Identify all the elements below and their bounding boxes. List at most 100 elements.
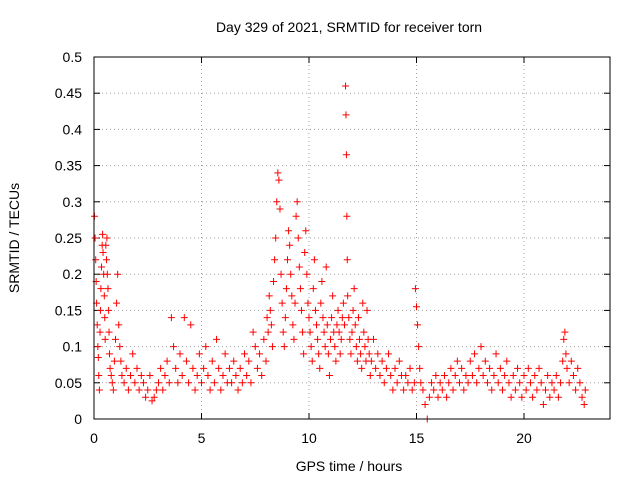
data-point <box>113 299 121 307</box>
y-axis-label: SRMTID / TECUs <box>6 183 22 293</box>
data-point <box>267 321 275 329</box>
data-point <box>460 386 468 394</box>
data-point <box>348 328 356 336</box>
data-point <box>496 364 504 372</box>
data-point <box>533 386 541 394</box>
data-point <box>325 372 333 380</box>
data-point <box>276 205 284 213</box>
data-point <box>507 393 515 401</box>
data-point <box>462 372 470 380</box>
data-point <box>410 379 418 387</box>
data-point <box>492 350 500 358</box>
data-point <box>451 372 459 380</box>
data-point <box>408 386 416 394</box>
data-point <box>268 343 276 351</box>
y-tick-label: 0.25 <box>55 230 82 246</box>
data-point <box>389 386 397 394</box>
data-point <box>335 328 343 336</box>
x-tick-label: 15 <box>409 430 425 446</box>
data-point <box>191 386 199 394</box>
data-point <box>105 328 113 336</box>
data-point <box>289 321 297 329</box>
data-point <box>152 386 160 394</box>
y-tick-label: 0.4 <box>63 121 83 137</box>
data-point <box>520 372 528 380</box>
data-point <box>310 256 318 264</box>
data-point <box>115 321 123 329</box>
data-point <box>372 364 380 372</box>
data-point <box>382 364 390 372</box>
data-point <box>546 393 554 401</box>
data-point <box>434 393 442 401</box>
data-point <box>122 364 130 372</box>
data-point <box>176 350 184 358</box>
data-point <box>414 321 422 329</box>
data-point <box>208 357 216 365</box>
data-point <box>118 372 126 380</box>
data-point <box>185 379 193 387</box>
data-point <box>92 256 100 264</box>
data-point <box>334 306 342 314</box>
data-point <box>167 314 175 322</box>
data-point <box>319 314 327 322</box>
data-point <box>343 212 351 220</box>
data-point <box>105 306 113 314</box>
data-point <box>309 285 317 293</box>
data-point <box>249 328 257 336</box>
data-point <box>440 372 448 380</box>
data-point <box>338 314 346 322</box>
data-point <box>395 357 403 365</box>
data-point <box>182 357 190 365</box>
data-point <box>428 379 436 387</box>
data-point <box>376 372 384 380</box>
data-point <box>445 379 453 387</box>
data-point <box>117 357 125 365</box>
data-point <box>300 350 308 358</box>
data-point <box>112 335 119 343</box>
data-point <box>486 364 494 372</box>
data-point <box>103 270 111 278</box>
data-point <box>108 379 116 387</box>
data-point <box>193 372 201 380</box>
data-point <box>320 328 328 336</box>
data-point <box>562 350 570 358</box>
data-point <box>572 386 580 394</box>
data-point <box>174 379 182 387</box>
data-point <box>425 393 433 401</box>
data-point <box>537 379 545 387</box>
data-point <box>133 364 141 372</box>
data-point <box>391 364 399 372</box>
data-point <box>144 386 152 394</box>
data-point <box>297 306 305 314</box>
data-point <box>581 386 589 394</box>
data-point <box>124 386 132 394</box>
x-tick-label: 5 <box>198 430 206 446</box>
grid-lines <box>94 57 610 419</box>
data-point <box>332 357 340 365</box>
data-point <box>178 372 186 380</box>
data-point <box>365 350 373 358</box>
data-point <box>359 299 367 307</box>
plot-frame <box>93 56 611 420</box>
data-point <box>172 364 180 372</box>
data-point <box>563 364 571 372</box>
data-point <box>342 111 350 119</box>
data-point <box>324 350 332 358</box>
data-point <box>580 401 588 409</box>
data-point <box>266 306 274 314</box>
data-point <box>95 372 103 380</box>
data-point <box>219 372 227 380</box>
data-point <box>340 321 348 329</box>
data-point <box>550 386 558 394</box>
data-point <box>198 379 205 387</box>
data-point <box>539 401 547 409</box>
data-point <box>278 299 286 307</box>
data-point <box>243 372 251 380</box>
data-point <box>404 379 412 387</box>
data-point <box>161 372 169 380</box>
data-point <box>274 169 282 177</box>
data-point <box>296 285 304 293</box>
data-point <box>155 379 162 387</box>
data-point <box>535 364 543 372</box>
